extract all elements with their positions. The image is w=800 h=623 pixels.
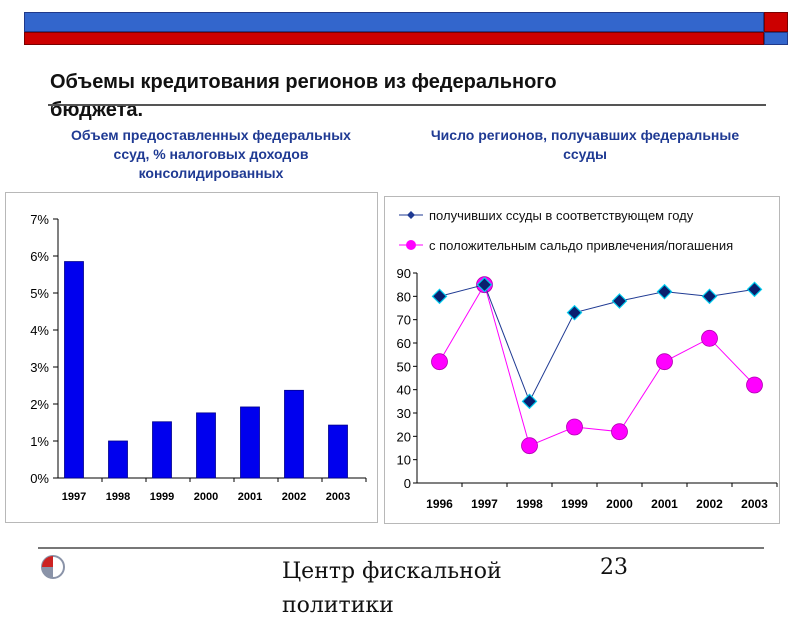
bar-x-tick-label: 1999 (150, 491, 174, 503)
point-diamond (521, 393, 538, 410)
header-corner-red (764, 12, 788, 32)
point-circle (701, 329, 718, 347)
bar-x-tick-label: 2003 (326, 491, 350, 503)
line-x-tick-label: 1997 (471, 497, 498, 511)
bar (328, 424, 348, 479)
point-diamond (431, 288, 448, 305)
title-divider (48, 104, 766, 106)
line-y-tick-label: 20 (397, 429, 411, 444)
series-line (439, 284, 755, 403)
bar-y-tick-label: 6% (30, 249, 49, 264)
point-diamond (656, 283, 673, 300)
bar-y-tick-label: 0% (30, 471, 49, 486)
bar-y-tick-label: 3% (30, 360, 49, 375)
legend-label: с положительным сальдо привлечения/погаш… (429, 238, 733, 253)
bar-chart: 0% 1% 2% 3% 4% 5% 6% 7% 1997 1998 1999 2000 2001 2002… (30, 212, 367, 503)
line-x-tick-label: 2002 (696, 497, 723, 511)
header-corner-blue (764, 32, 788, 45)
line-x-tick-label: 2003 (741, 497, 768, 511)
line-y-tick-label: 30 (397, 406, 411, 421)
line-y-tick-label: 10 (397, 453, 411, 468)
bar-y-tick-label: 5% (30, 286, 49, 301)
point-circle (566, 418, 583, 436)
slide-title: Объемы кредитования регионов из федераль… (50, 71, 557, 121)
bar-y-tick-label: 1% (30, 434, 49, 449)
line-x-tick-label: 2001 (651, 497, 678, 511)
point-circle (656, 353, 673, 371)
line-y-tick-label: 40 (397, 383, 411, 398)
line-y-tick-label: 60 (397, 336, 411, 351)
line-chart-caption: Число регионов, получавших федеральные с… (430, 127, 740, 162)
bar (284, 389, 304, 479)
line-chart-panel: получивших ссуды в соответствующем году с… (384, 196, 780, 524)
bar-x-tick-label: 1997 (62, 491, 86, 503)
bar-x-tick-label: 2000 (194, 491, 218, 503)
line-y-tick-label: 50 (397, 359, 411, 374)
page-number: 23 (600, 555, 628, 580)
footer-divider (38, 547, 764, 549)
bar (152, 421, 172, 479)
logo (40, 552, 80, 582)
bar-x-tick-label: 2002 (282, 491, 306, 503)
logo-icon (41, 555, 65, 579)
legend-marker-circle (406, 240, 416, 250)
point-diamond (701, 288, 718, 305)
header-blue-bar (24, 12, 764, 32)
line-y-tick-label: 90 (397, 266, 411, 281)
legend-marker-diamond (407, 211, 415, 219)
line-x-tick-label: 2000 (606, 497, 633, 511)
bar-y-tick-label: 7% (30, 212, 49, 227)
line-y-tick-label: 70 (397, 313, 411, 328)
line-x-tick-label: 1998 (516, 497, 543, 511)
header-red-bar (24, 32, 764, 45)
series-line (439, 283, 755, 447)
line-y-tick-label: 80 (397, 289, 411, 304)
legend-label: получивших ссуды в соответствующем году (429, 208, 694, 223)
line-chart: получивших ссуды в соответствующем году с… (397, 208, 778, 511)
bar-x-tick-label: 2001 (238, 491, 262, 503)
point-circle (431, 353, 448, 371)
point-diamond (476, 276, 493, 293)
bar (196, 412, 216, 479)
bar-y-tick-label: 2% (30, 397, 49, 412)
line-x-tick-label: 1996 (426, 497, 453, 511)
point-diamond (611, 293, 628, 309)
line-y-tick-label: 0 (404, 476, 411, 491)
point-diamond (746, 281, 763, 298)
point-circle (521, 437, 538, 455)
point-diamond (566, 304, 583, 321)
bar (240, 406, 260, 479)
bar (64, 261, 84, 479)
point-circle (611, 423, 628, 441)
bar-chart-caption: Объем предоставленных федеральных ссуд, … (71, 127, 351, 181)
bar-x-tick-label: 1998 (106, 491, 130, 503)
point-circle (746, 376, 763, 394)
bar (108, 440, 128, 479)
bar-y-tick-label: 4% (30, 323, 49, 338)
bar-chart-panel: 0% 1% 2% 3% 4% 5% 6% 7% 1997 1998 1999 2000 2001 2002… (5, 192, 378, 523)
line-x-tick-label: 1999 (561, 497, 588, 511)
footer-text: Центр фискальной политики (282, 559, 502, 618)
